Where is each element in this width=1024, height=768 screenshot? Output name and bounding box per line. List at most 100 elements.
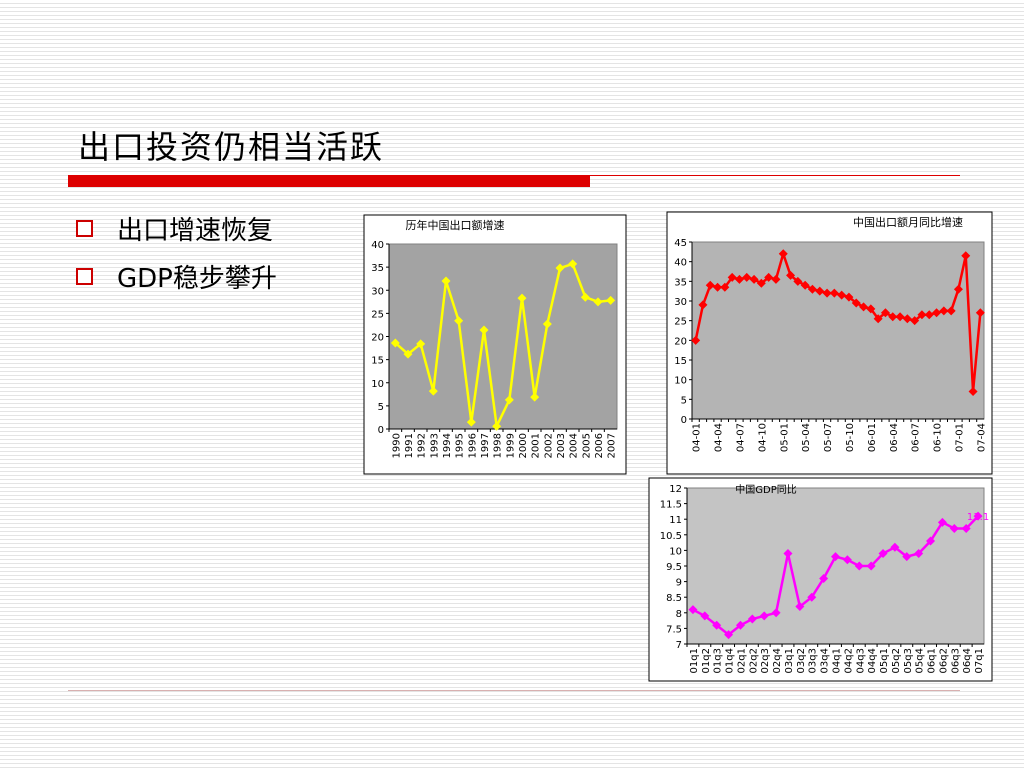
data-point (829, 288, 839, 298)
data-point (705, 280, 715, 290)
data-point (795, 602, 805, 612)
data-line (394, 262, 611, 431)
x-tick-label: 01q4 (725, 648, 736, 673)
x-tick-label: 01q3 (713, 648, 724, 673)
x-tick-label: 1993 (429, 433, 440, 458)
x-tick-label: 2001 (531, 433, 542, 458)
data-point (910, 316, 920, 326)
y-tick-label: 0 (378, 425, 384, 436)
data-point (428, 386, 438, 396)
y-tick-label: 11 (669, 515, 682, 526)
x-tick-label: 1995 (455, 433, 466, 458)
x-tick-label: 2005 (581, 433, 592, 458)
data-point (822, 288, 832, 298)
data-point (946, 306, 956, 316)
x-tick-label: 2000 (518, 433, 529, 458)
slide-title: 出口投资仍相当活跃 (78, 128, 385, 166)
data-point (593, 297, 603, 307)
data-line (694, 249, 982, 392)
x-tick-label: 1992 (417, 433, 428, 458)
y-tick-label: 15 (674, 356, 687, 367)
x-tick-label: 03q3 (808, 648, 819, 673)
y-tick-label: 10 (669, 546, 682, 557)
data-point (771, 274, 781, 284)
data-point (895, 312, 905, 322)
x-tick-label: 1996 (467, 433, 478, 458)
data-point (778, 249, 788, 259)
data-point (749, 274, 759, 284)
data-point (890, 542, 900, 552)
data-point (700, 611, 710, 621)
data-point (878, 549, 888, 559)
x-tick-label: 02q4 (772, 648, 783, 673)
y-tick-label: 7 (676, 640, 682, 651)
x-tick-label: 05q2 (891, 648, 902, 673)
y-tick-label: 7.5 (666, 624, 682, 635)
data-point (888, 312, 898, 322)
data-point (961, 524, 971, 534)
data-point (390, 338, 400, 348)
data-point (530, 392, 540, 402)
bullet-text: 出口增速恢复 (117, 216, 274, 246)
plot-area (388, 243, 618, 430)
data-point (479, 325, 489, 335)
bullet: GDP稳步攀升 (76, 258, 277, 295)
data-point (842, 555, 852, 565)
y-tick-label: 30 (371, 286, 384, 297)
y-tick-label: 9 (676, 578, 682, 589)
x-tick-label: 05q3 (903, 648, 914, 673)
data-point (783, 549, 793, 559)
x-tick-label: 05-10 (845, 423, 856, 452)
data-point (902, 314, 912, 324)
x-tick-label: 07-04 (976, 423, 987, 452)
data-point (492, 421, 502, 431)
data-point (926, 536, 936, 546)
data-point (504, 395, 514, 405)
y-tick-label: 30 (674, 297, 687, 308)
y-tick-label: 12 (669, 484, 682, 495)
bullet-icon (76, 220, 93, 237)
x-tick-label: 06-01 (867, 423, 878, 452)
x-tick-label: 04-04 (714, 423, 725, 452)
data-label: 11.1 (967, 512, 989, 523)
x-tick-label: 05-07 (823, 423, 834, 452)
data-point (859, 302, 869, 312)
y-tick-label: 35 (371, 263, 384, 274)
x-tick-label: 2003 (556, 433, 567, 458)
data-point (854, 561, 864, 571)
data-point (866, 561, 876, 571)
data-point (454, 316, 464, 326)
y-tick-label: 10.5 (660, 531, 682, 542)
data-point (866, 304, 876, 314)
data-point (819, 573, 829, 583)
data-point (724, 630, 734, 640)
data-point (800, 280, 810, 290)
data-point (713, 282, 723, 292)
y-tick-label: 10 (371, 379, 384, 390)
y-tick-label: 20 (674, 336, 687, 347)
data-point (466, 417, 476, 427)
data-point (815, 286, 825, 296)
y-tick-label: 15 (371, 356, 384, 367)
x-tick-label: 1991 (404, 433, 415, 458)
data-point (917, 310, 927, 320)
x-tick-label: 06-07 (911, 423, 922, 452)
x-tick-label: 06q2 (938, 648, 949, 673)
x-tick-label: 05-01 (779, 423, 790, 452)
data-point (606, 295, 616, 305)
x-tick-label: 06-10 (933, 423, 944, 452)
y-tick-label: 8.5 (666, 593, 682, 604)
x-tick-label: 2002 (543, 433, 554, 458)
y-tick-label: 35 (674, 277, 687, 288)
x-tick-label: 07q1 (974, 648, 985, 673)
data-point (807, 284, 817, 294)
bullet-text: GDP稳步攀升 (117, 264, 277, 294)
data-point (756, 278, 766, 288)
data-point (734, 274, 744, 284)
data-point (968, 386, 978, 396)
x-tick-label: 04-10 (757, 423, 768, 452)
x-tick-label: 03q1 (784, 648, 795, 673)
y-tick-label: 11.5 (660, 500, 682, 511)
data-point (517, 293, 527, 303)
chart-title: 中国GDP同比 (735, 483, 796, 496)
